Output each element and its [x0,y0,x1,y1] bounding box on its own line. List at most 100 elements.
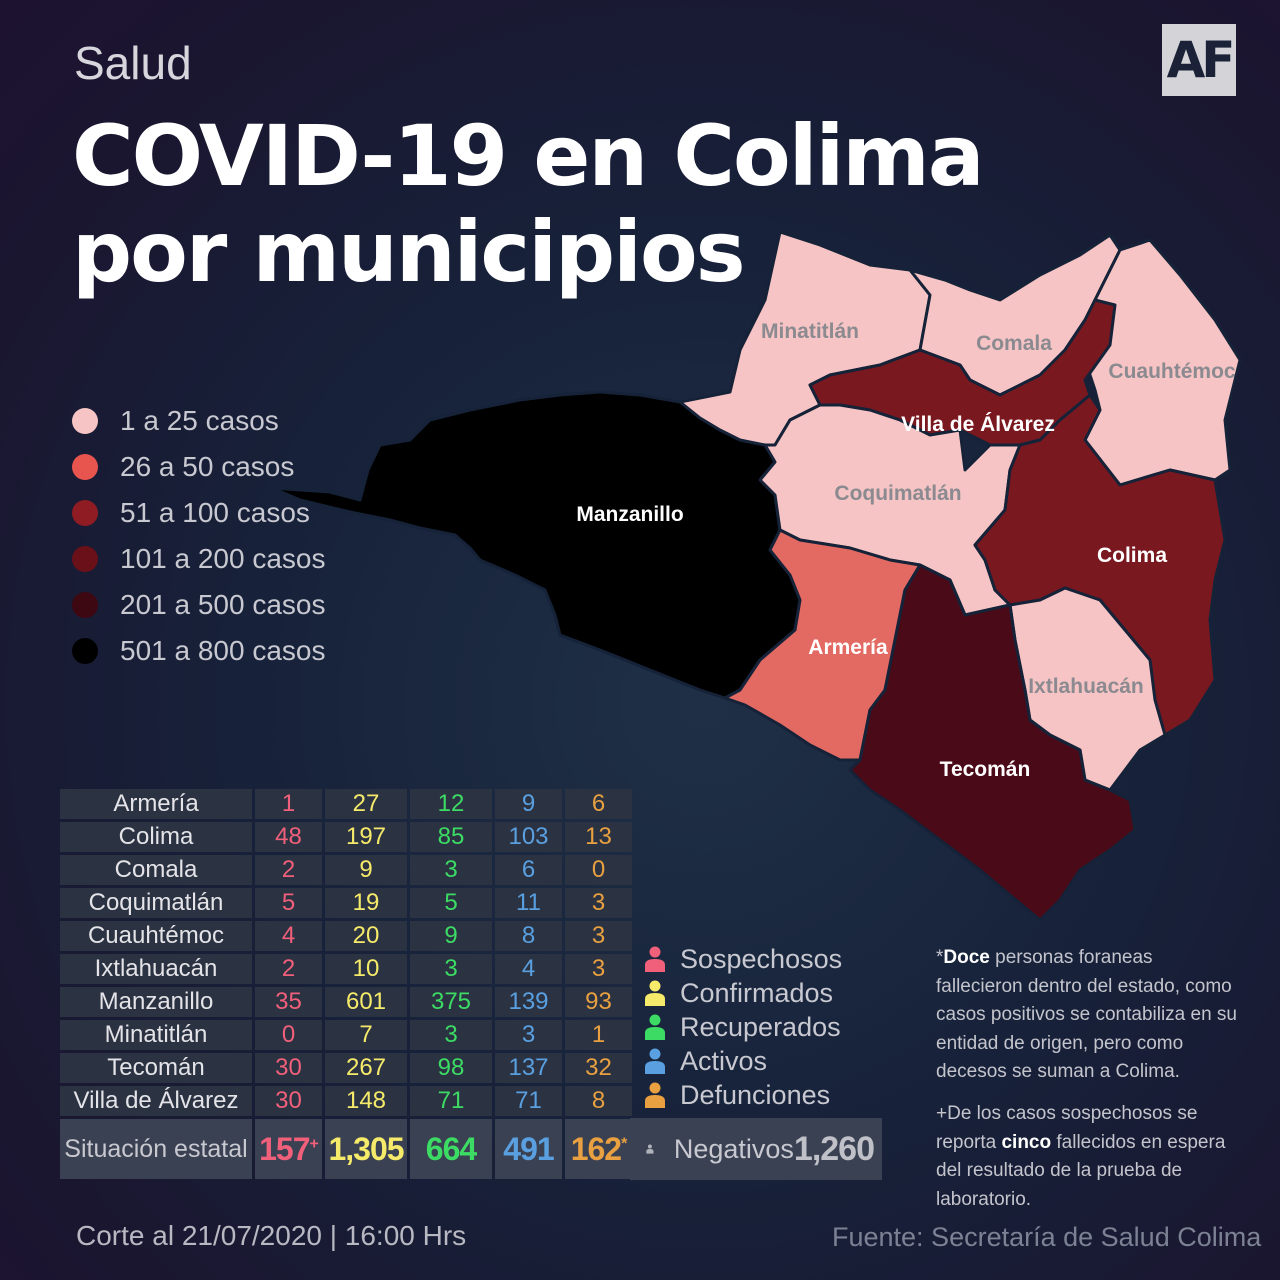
legend-swatch [72,592,98,618]
legend-swatch [72,500,98,526]
confirmados-cell: 10 [325,954,407,984]
recuperados-cell: 375 [410,987,492,1017]
category-recuperados: Recuperados [644,1010,842,1044]
negativos-label: Negativos [673,1133,794,1164]
total-confirmados: 1,305 [325,1119,407,1179]
legend-item: 26 a 50 casos [72,444,326,490]
legend-item: 1 a 25 casos [72,398,326,444]
person-icon [645,1082,665,1108]
sospechosos-cell: 48 [255,822,322,852]
municipio-cell: Tecomán [60,1053,252,1083]
recuperados-cell: 3 [410,855,492,885]
label-colima: Colima [1097,544,1167,567]
recuperados-cell: 85 [410,822,492,852]
label-coquimatlan: Coquimatlán [834,482,961,505]
confirmados-cell: 9 [325,855,407,885]
sospechosos-cell: 30 [255,1086,322,1116]
table-row: Colima 48 197 85 103 13 [60,822,632,852]
sospechosos-cell: 2 [255,954,322,984]
municipio-cell: Coquimatlán [60,888,252,918]
defunciones-cell: 3 [565,888,632,918]
table-row: Comala 2 9 3 6 0 [60,855,632,885]
legend-label: 26 a 50 casos [120,451,295,482]
region-tecoman[interactable] [848,563,1137,922]
table-row: Manzanillo 35 601 375 139 93 [60,987,632,1017]
case-range-legend: 1 a 25 casos 26 a 50 casos 51 a 100 caso… [72,398,326,674]
region-colima[interactable] [973,393,1227,737]
municipio-cell: Villa de Álvarez [60,1086,252,1116]
label-ixtlahuacan: Ixtlahuacán [1028,675,1144,698]
table-row: Armería 1 27 12 9 6 [60,789,632,819]
legend-label: 51 a 100 casos [120,497,310,528]
recuperados-cell: 12 [410,789,492,819]
category-sospechosos: Sospechosos [644,942,842,976]
recuperados-cell: 71 [410,1086,492,1116]
defunciones-cell: 0 [565,855,632,885]
recuperados-cell: 9 [410,921,492,951]
municipio-cell: Armería [60,789,252,819]
legend-item: 101 a 200 casos [72,536,326,582]
cases-table: Armería 1 27 12 9 6 Colima 48 197 85 103 13 Comala 2 9… [57,786,635,1182]
recuperados-cell: 98 [410,1053,492,1083]
total-recuperados: 664 [410,1119,492,1179]
label-manzanillo: Manzanillo [576,503,683,526]
title-line-2: por municipios [72,203,746,301]
municipio-cell: Comala [60,855,252,885]
category-legend: Sospechosos Confirmados Recuperados Acti… [644,942,842,1112]
table-row: Villa de Álvarez 30 148 71 71 8 [60,1086,632,1116]
defunciones-cell: 3 [565,921,632,951]
legend-label: 501 a 800 casos [120,635,326,666]
legend-label: 201 a 500 casos [120,589,326,620]
legend-swatch [72,454,98,480]
legend-item: 51 a 100 casos [72,490,326,536]
sospechosos-cell: 2 [255,855,322,885]
defunciones-cell: 32 [565,1053,632,1083]
confirmados-cell: 148 [325,1086,407,1116]
region-armeria[interactable] [723,528,922,762]
activos-cell: 8 [495,921,562,951]
activos-cell: 137 [495,1053,562,1083]
state-total-row: Situación estatal 157+ 1,305 664 491 162… [60,1119,632,1179]
defunciones-cell: 13 [565,822,632,852]
recuperados-cell: 3 [410,954,492,984]
table-row: Ixtlahuacán 2 10 3 4 3 [60,954,632,984]
activos-cell: 103 [495,822,562,852]
confirmados-cell: 197 [325,822,407,852]
label-armeria: Armería [808,636,888,659]
region-manzanillo[interactable] [270,390,802,700]
cutoff-date: Corte al 21/07/2020 | 16:00 Hrs [76,1220,467,1251]
label-minatitlan: Minatitlán [761,320,859,343]
recuperados-cell: 5 [410,888,492,918]
label-comala: Comala [976,332,1052,355]
person-icon [646,1144,654,1154]
defunciones-cell: 6 [565,789,632,819]
activos-cell: 71 [495,1086,562,1116]
activos-cell: 6 [495,855,562,885]
activos-cell: 139 [495,987,562,1017]
label-cuauhtemoc: Cuauhtémoc [1108,360,1236,383]
confirmados-cell: 20 [325,921,407,951]
activos-cell: 11 [495,888,562,918]
defunciones-cell: 1 [565,1020,632,1050]
person-icon [645,946,665,972]
legend-swatch [72,408,98,434]
title-line-1: COVID-19 en Colima [72,107,985,205]
sospechosos-cell: 5 [255,888,322,918]
activos-cell: 3 [495,1020,562,1050]
sospechosos-cell: 1 [255,789,322,819]
sospechosos-cell: 0 [255,1020,322,1050]
legend-label: 1 a 25 casos [120,405,279,436]
municipio-cell: Manzanillo [60,987,252,1017]
defunciones-cell: 3 [565,954,632,984]
sospechosos-cell: 4 [255,921,322,951]
table-row: Minatitlán 0 7 3 3 1 [60,1020,632,1050]
municipio-cell: Ixtlahuacán [60,954,252,984]
page-title: COVID-19 en Colima por municipios [72,107,985,301]
data-source: Fuente: Secretaría de Salud Colima [832,1222,1262,1252]
person-icon [645,980,665,1006]
municipio-cell: Colima [60,822,252,852]
category-confirmados: Confirmados [644,976,842,1010]
confirmados-cell: 19 [325,888,407,918]
confirmados-cell: 267 [325,1053,407,1083]
